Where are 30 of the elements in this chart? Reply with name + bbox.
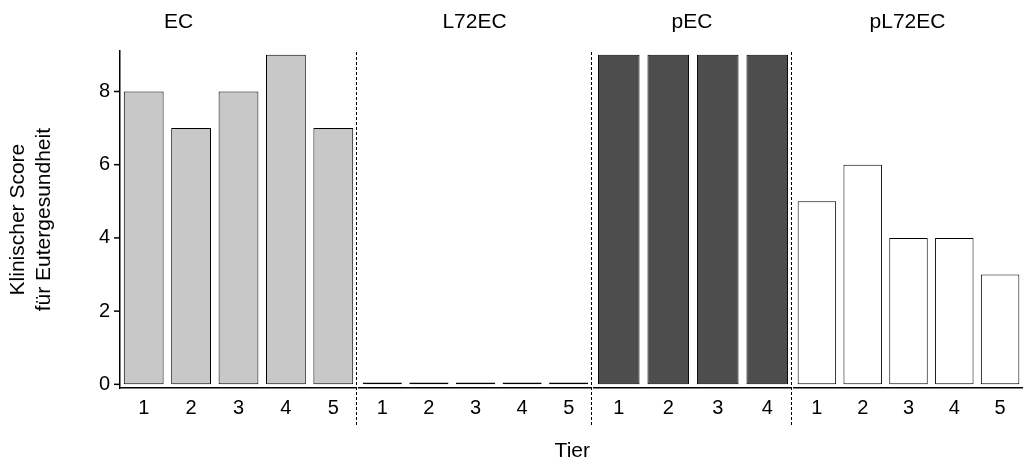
x-tick-label: 2	[423, 395, 435, 418]
x-tick-label: 3	[469, 395, 482, 418]
x-axis-title: Tier	[554, 438, 590, 462]
x-tick-label: 4	[516, 395, 528, 418]
y-tick-label: 8	[98, 78, 110, 101]
x-tick-label: 3	[902, 395, 915, 418]
x-tick-label: 4	[761, 395, 773, 418]
chart-title: L72EC	[442, 9, 507, 33]
x-tick-label: 2	[857, 395, 869, 418]
x-tick-label: 1	[811, 395, 823, 418]
x-tick-label: 3	[232, 395, 245, 418]
x-tick-label: 3	[712, 395, 724, 418]
x-tick-label: 5	[327, 395, 339, 418]
y-tick-label: 0	[98, 371, 110, 394]
y-tick-label: 2	[98, 298, 110, 321]
x-tick-label: 5	[563, 395, 575, 418]
y-tick-label: 4	[98, 225, 110, 248]
y-tick-label: 6	[98, 152, 110, 175]
x-tick-label: 4	[948, 395, 960, 418]
x-tick-label: 1	[376, 395, 388, 418]
x-tick-label: 2	[662, 395, 674, 418]
x-tick-label: 4	[280, 395, 292, 418]
x-tick-label: 1	[138, 395, 150, 418]
x-tick-label: 1	[613, 395, 625, 418]
chart-title: EC	[163, 9, 194, 33]
x-tick-label: 2	[185, 395, 197, 418]
chart-title: pL72EC	[869, 9, 946, 33]
y-axis-title: Klinischer Score für Eutergesundheit	[5, 127, 54, 312]
x-tick-label: 5	[994, 395, 1006, 418]
chart-title: pEC	[671, 9, 713, 33]
